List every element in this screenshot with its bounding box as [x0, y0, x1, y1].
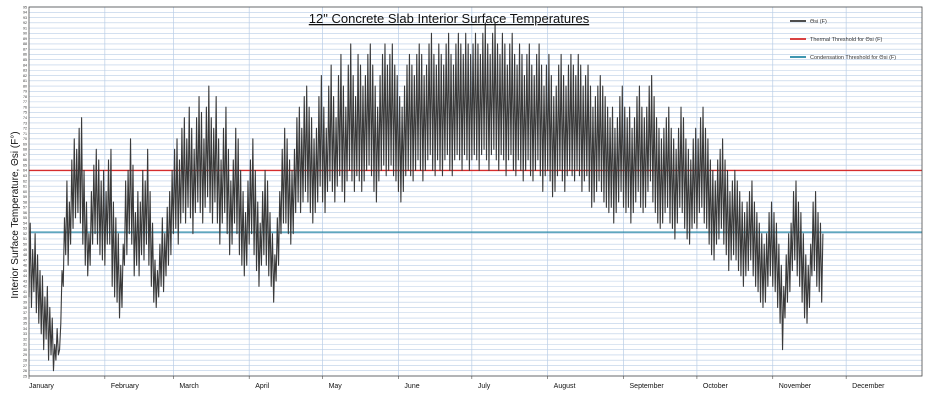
- y-tick-label: 35: [23, 322, 27, 326]
- x-tick-label: January: [29, 383, 54, 390]
- y-tick-label: 42: [23, 285, 27, 289]
- y-tick-label: 49: [23, 248, 27, 252]
- x-tick-label: March: [179, 383, 199, 390]
- y-axis-label: Interior Surface Temperature, Θsi (F°): [10, 131, 21, 298]
- y-tick-label: 67: [23, 153, 27, 157]
- y-tick-label: 51: [23, 237, 27, 241]
- y-tick-label: 68: [23, 148, 27, 152]
- y-tick-label: 94: [23, 11, 27, 15]
- y-tick-label: 77: [23, 100, 27, 104]
- x-tick-label: November: [779, 383, 812, 390]
- y-tick-label: 84: [23, 63, 27, 67]
- y-tick-label: 75: [23, 111, 27, 115]
- x-tick-label: May: [329, 383, 343, 390]
- y-tick-label: 54: [23, 221, 27, 225]
- x-tick-label: July: [478, 383, 491, 390]
- y-tick-label: 95: [23, 5, 27, 9]
- y-tick-label: 72: [23, 127, 27, 131]
- y-tick-label: 86: [23, 53, 27, 57]
- x-tick-label: August: [554, 383, 576, 390]
- y-tick-label: 79: [23, 90, 27, 94]
- y-tick-label: 56: [23, 211, 27, 215]
- y-tick-label: 64: [23, 169, 27, 173]
- y-tick-label: 47: [23, 258, 27, 262]
- x-tick-label: June: [404, 383, 419, 390]
- y-tick-label: 50: [23, 243, 27, 247]
- y-tick-label: 31: [23, 343, 27, 347]
- x-tick-label: October: [703, 383, 729, 390]
- y-tick-label: 28: [23, 358, 27, 362]
- y-tick-label: 76: [23, 105, 27, 109]
- y-tick-label: 90: [23, 32, 27, 36]
- x-tick-label: December: [852, 383, 885, 390]
- y-tick-label: 52: [23, 232, 27, 236]
- y-tick-label: 32: [23, 337, 27, 341]
- y-tick-label: 87: [23, 47, 27, 51]
- x-tick-labels: January February March April May June July Augu…: [29, 383, 885, 390]
- y-tick-label: 70: [23, 137, 27, 141]
- y-tick-label: 61: [23, 185, 27, 189]
- y-tick-label: 27: [23, 364, 27, 368]
- y-tick-label: 80: [23, 84, 27, 88]
- x-tick-label: September: [630, 383, 665, 390]
- y-tick-label: 74: [23, 116, 27, 120]
- plot-frame: [28, 6, 923, 377]
- series-line-theta-si: [28, 22, 824, 372]
- series-lines: [28, 22, 824, 372]
- y-tick-label: 53: [23, 227, 27, 231]
- y-tick-label: 41: [23, 290, 27, 294]
- y-tick-label: 55: [23, 216, 27, 220]
- y-tick-label: 66: [23, 158, 27, 162]
- y-tick-label: 33: [23, 332, 27, 336]
- legend-label-series: Θsi (F): [810, 19, 827, 25]
- y-tick-label: 37: [23, 311, 27, 315]
- x-tick-label: February: [111, 383, 140, 390]
- y-tick-label: 39: [23, 301, 27, 305]
- x-tick-label: April: [255, 383, 269, 390]
- y-tick-label: 62: [23, 179, 27, 183]
- y-tick-label: 38: [23, 306, 27, 310]
- y-tick-label: 40: [23, 295, 27, 299]
- y-tick-label: 25: [23, 374, 27, 378]
- legend: Θsi (F) Thermal Threshold for Θsi (F) Co…: [790, 19, 896, 61]
- y-tick-label: 29: [23, 353, 27, 357]
- legend-label-condensation: Condensation Threshold for Θsi (F): [810, 55, 896, 61]
- y-tick-label: 83: [23, 69, 27, 73]
- y-tick-label: 36: [23, 316, 27, 320]
- y-tick-label: 30: [23, 348, 27, 352]
- y-tick-label: 48: [23, 253, 27, 257]
- y-tick-label: 45: [23, 269, 27, 273]
- y-tick-label: 71: [23, 132, 27, 136]
- y-tick-label: 85: [23, 58, 27, 62]
- y-tick-label: 81: [23, 79, 27, 83]
- y-tick-label: 26: [23, 369, 27, 373]
- chart-title: 12" Concrete Slab Interior Surface Tempe…: [309, 11, 590, 26]
- y-tick-label: 69: [23, 142, 27, 146]
- y-tick-label: 88: [23, 42, 27, 46]
- y-tick-label: 46: [23, 264, 27, 268]
- y-tick-label: 65: [23, 163, 27, 167]
- y-tick-label: 43: [23, 279, 27, 283]
- y-tick-label: 59: [23, 195, 27, 199]
- y-tick-label: 89: [23, 37, 27, 41]
- y-tick-label: 91: [23, 26, 27, 30]
- y-tick-label: 73: [23, 121, 27, 125]
- y-tick-label: 93: [23, 16, 27, 20]
- legend-label-thermal: Thermal Threshold for Θsi (F): [810, 37, 883, 43]
- y-tick-label: 92: [23, 21, 27, 25]
- y-tick-label: 58: [23, 200, 27, 204]
- y-tick-label: 44: [23, 274, 27, 278]
- y-tick-label: 63: [23, 174, 27, 178]
- y-tick-label: 78: [23, 95, 27, 99]
- y-tick-label: 60: [23, 190, 27, 194]
- y-tick-label: 57: [23, 206, 27, 210]
- y-tick-label: 82: [23, 74, 27, 78]
- y-tick-label: 34: [23, 327, 27, 331]
